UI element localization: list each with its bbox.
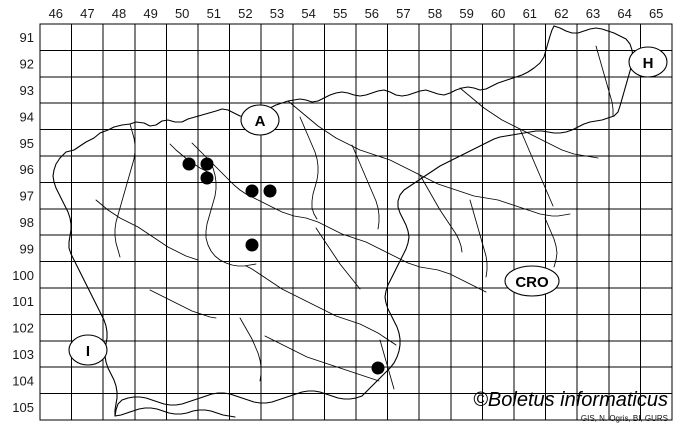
x-axis-tick-label: 50	[175, 6, 189, 21]
map-frame	[39, 23, 673, 421]
river-soca	[114, 123, 136, 258]
grid-lines	[39, 23, 673, 421]
map-geometry	[52, 25, 634, 418]
occurrence-dot	[182, 157, 196, 171]
x-axis-tick-label: 59	[459, 6, 473, 21]
river-tributary-3	[419, 174, 463, 253]
x-axis-tick-label: 64	[617, 6, 631, 21]
river-kolpa	[264, 335, 380, 382]
river-tributary-10	[239, 317, 262, 382]
coastline-adriatic	[114, 407, 236, 418]
country-code-ellipse	[504, 265, 560, 297]
x-axis-tick-label: 56	[365, 6, 379, 21]
country-code-ellipse	[628, 46, 668, 78]
river-ljubljanica	[205, 160, 257, 267]
river-drava	[287, 100, 571, 217]
river-tributary-2	[351, 144, 380, 230]
country-code-label: CRO	[515, 274, 549, 291]
river-tributary-4	[519, 128, 554, 207]
x-axis-tick-label: 62	[554, 6, 568, 21]
y-axis-tick-label: 102	[12, 321, 34, 336]
river-krka	[245, 265, 397, 346]
occurrence-dot	[200, 171, 214, 185]
occurrence-dot	[245, 238, 259, 252]
y-axis-tick-label: 105	[12, 400, 34, 415]
occurrence-dot	[200, 157, 214, 171]
x-axis-tick-label: 61	[523, 6, 537, 21]
river-sava	[191, 142, 487, 293]
occurrence-dots	[182, 157, 385, 375]
y-axis-tick-label: 92	[20, 57, 34, 72]
river-tributary-6	[95, 199, 199, 261]
y-axis-labels: 91 92 93 94 95 96 97 98 99 100 101 102 103 104 105	[12, 30, 34, 415]
occurrence-dot	[371, 361, 385, 375]
copyright-caption: ©Boletus informaticus	[473, 389, 668, 411]
x-axis-tick-label: 63	[586, 6, 600, 21]
country-code-badges: A H CRO I	[68, 46, 668, 366]
x-axis-tick-label: 54	[301, 6, 315, 21]
country-code-label: I	[86, 343, 90, 360]
x-axis-tick-label: 57	[396, 6, 410, 21]
x-axis-tick-label: 46	[49, 6, 63, 21]
x-axis-tick-label: 60	[491, 6, 505, 21]
river-tributary-12	[544, 217, 558, 268]
country-code-label: H	[643, 55, 654, 72]
y-axis-tick-label: 99	[20, 241, 34, 256]
river-tributary-8	[315, 227, 361, 290]
river-tributary-5	[595, 45, 614, 117]
country-border	[59, 25, 555, 159]
y-axis-tick-label: 96	[20, 162, 34, 177]
river-tributary-11	[379, 339, 395, 390]
river-savinja	[299, 116, 319, 220]
y-axis-tick-label: 101	[12, 294, 34, 309]
country-border-south	[114, 390, 363, 417]
x-axis-tick-label: 58	[428, 6, 442, 21]
country-code-label: A	[255, 113, 266, 130]
x-axis-labels: 46 47 48 49 50 51 52 53 54 55 56 57 58 59 60 61 62 63 64 65	[49, 6, 664, 21]
river-tributary-7	[149, 289, 217, 319]
y-axis-tick-label: 100	[12, 268, 34, 283]
country-code-ellipse	[68, 334, 108, 366]
y-axis-tick-label: 95	[20, 136, 34, 151]
country-border-west	[52, 157, 118, 417]
y-axis-tick-label: 104	[12, 373, 34, 388]
y-axis-tick-label: 91	[20, 30, 34, 45]
river-tributary-9	[469, 199, 488, 278]
x-axis-tick-label: 55	[333, 6, 347, 21]
x-axis-tick-label: 48	[112, 6, 126, 21]
y-axis-tick-label: 97	[20, 189, 34, 204]
occurrence-dot	[245, 184, 259, 198]
y-axis-tick-label: 93	[20, 83, 34, 98]
x-axis-tick-label: 52	[238, 6, 252, 21]
country-code-ellipse	[240, 104, 280, 136]
credit-caption: GIS, N. Ogris, BI, GURS	[581, 414, 668, 423]
y-axis-tick-label: 103	[12, 347, 34, 362]
river-mura	[459, 87, 599, 159]
x-axis-tick-label: 51	[207, 6, 221, 21]
x-axis-tick-label: 65	[649, 6, 663, 21]
y-axis-tick-label: 94	[20, 109, 34, 124]
x-axis-tick-label: 49	[143, 6, 157, 21]
y-axis-tick-label: 98	[20, 215, 34, 230]
x-axis-tick-label: 53	[270, 6, 284, 21]
occurrence-dot	[263, 184, 277, 198]
x-axis-tick-label: 47	[80, 6, 94, 21]
